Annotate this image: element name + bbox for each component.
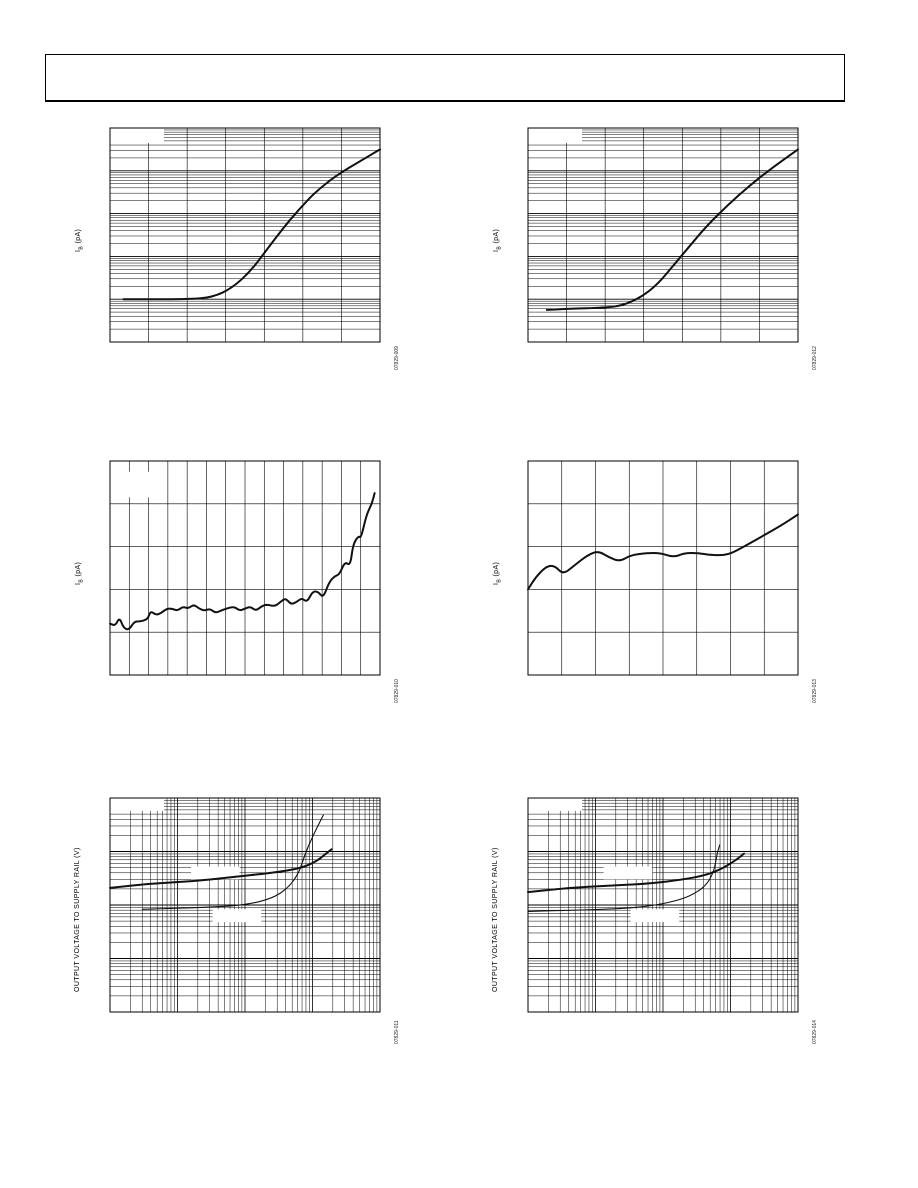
chart-panel-3: IB (pA) 07829-010 [70, 455, 400, 745]
legend-box [528, 128, 582, 143]
plot-frame [109, 797, 381, 1013]
figure-id: 07829-014 [812, 1020, 818, 1044]
grid [109, 797, 381, 1013]
figure-id: 07829-009 [394, 346, 400, 370]
legend-box [191, 866, 240, 880]
legend-box [126, 471, 164, 498]
figure-id: 07829-012 [812, 346, 818, 370]
chart-plot [527, 797, 799, 1013]
series-line [527, 852, 745, 894]
plot-frame [527, 460, 799, 676]
chart-plot [109, 127, 381, 343]
grid [528, 461, 798, 675]
figure-id: 07829-011 [394, 1020, 400, 1044]
grid [528, 127, 798, 343]
series-line [122, 148, 381, 301]
legend-box [212, 909, 262, 923]
plot-frame [527, 797, 799, 1013]
chart-panel-5: OUTPUT VOLTAGE TO SUPPLY RAIL (V) 07829-… [70, 792, 400, 1082]
chart-plot [527, 127, 799, 343]
figure-id: 07829-013 [812, 679, 818, 703]
grid [110, 461, 380, 675]
plot-frame [527, 127, 799, 343]
series-line [527, 513, 799, 591]
series-line [109, 848, 333, 889]
chart-panel-1: IB (pA) 07829-009 [70, 122, 400, 412]
plot-frame [109, 127, 381, 343]
series-line [141, 814, 324, 910]
legend-box [528, 798, 582, 811]
figure-id: 07829-010 [394, 679, 400, 703]
legend-box [603, 866, 653, 880]
chart-plot [109, 797, 381, 1013]
legend-box [110, 128, 164, 143]
chart-panel-2: IB (pA) 07829-012 [488, 122, 818, 412]
chart-panel-6: OUTPUT VOLTAGE TO SUPPLY RAIL (V) 07829-… [488, 792, 818, 1082]
series-line [109, 492, 376, 631]
legend-box [110, 798, 164, 811]
grid [527, 797, 799, 1013]
page-header-box [45, 54, 845, 102]
series-line [527, 844, 721, 912]
chart-plot [527, 460, 799, 676]
grid [110, 127, 380, 343]
plot-frame [109, 460, 381, 676]
series-line [545, 148, 799, 311]
legend-box [630, 909, 680, 923]
chart-plot [109, 460, 381, 676]
chart-panel-4: IB (pA) 07829-013 [488, 455, 818, 745]
